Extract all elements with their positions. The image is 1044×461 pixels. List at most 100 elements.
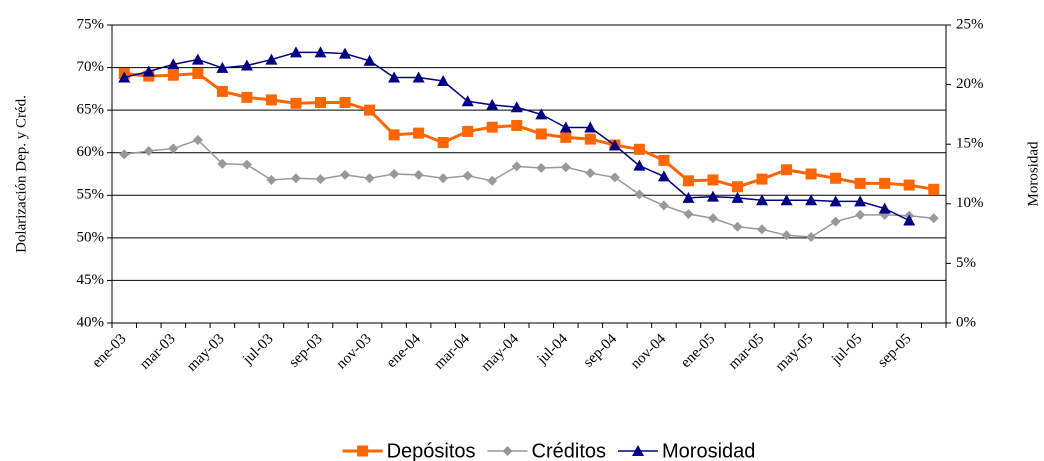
series-line (124, 71, 934, 191)
x-tick-label: ene-03 (89, 331, 129, 371)
marker (339, 96, 351, 108)
y2-tick-label: 25% (956, 16, 984, 32)
marker (241, 91, 253, 103)
marker (437, 75, 450, 87)
marker (486, 98, 499, 110)
x-tick-label: jul-05 (828, 331, 865, 368)
marker (560, 162, 571, 173)
marker (732, 181, 743, 193)
marker (854, 177, 866, 189)
marker (830, 172, 842, 184)
y2-tick-label: 5% (956, 255, 976, 271)
marker (216, 85, 228, 97)
marker (314, 46, 327, 58)
marker (707, 213, 718, 224)
marker (633, 143, 645, 155)
legend-label: Créditos (532, 440, 606, 461)
marker (143, 146, 154, 157)
marker (364, 104, 376, 116)
marker (732, 221, 743, 232)
y-tick-label: 70% (77, 59, 105, 75)
marker (756, 194, 769, 206)
marker (364, 173, 375, 184)
marker (830, 216, 841, 227)
x-tick-label: mar-03 (137, 331, 179, 373)
y-tick-label: 65% (77, 102, 105, 118)
marker (805, 168, 817, 180)
marker (559, 121, 572, 133)
marker (363, 54, 376, 66)
marker (438, 173, 449, 184)
x-tick-label: may-05 (773, 331, 817, 375)
marker (119, 149, 130, 160)
marker (928, 213, 939, 224)
marker (487, 175, 498, 186)
marker (633, 159, 646, 171)
x-tick-label: sep-04 (581, 331, 621, 371)
marker (413, 169, 424, 180)
x-tick-label: ene-05 (678, 331, 718, 371)
marker (511, 161, 522, 172)
marker (340, 169, 351, 180)
marker (265, 94, 277, 106)
marker (780, 194, 793, 206)
marker (535, 108, 548, 120)
marker (706, 190, 719, 202)
legend-item: Créditos (487, 440, 606, 461)
marker (781, 164, 793, 176)
marker (339, 47, 352, 59)
x-tick-label: may-03 (184, 331, 228, 375)
marker (289, 46, 302, 58)
marker (608, 139, 621, 151)
legend-item: Morosidad (618, 440, 755, 461)
marker (560, 131, 572, 143)
marker (510, 101, 523, 113)
y-tick-label: 45% (77, 272, 105, 288)
marker (535, 128, 547, 140)
marker (315, 96, 326, 108)
marker (781, 230, 792, 241)
marker (903, 214, 916, 226)
marker (388, 129, 400, 141)
y2-axis-label: Morosidad (1025, 141, 1041, 206)
marker (167, 58, 180, 70)
marker (290, 97, 302, 109)
marker (632, 445, 645, 456)
x-tick-label: mar-05 (726, 331, 768, 373)
marker (756, 173, 768, 185)
x-tick-label: jul-04 (534, 331, 572, 369)
marker (634, 189, 645, 200)
marker (462, 170, 473, 181)
marker (584, 121, 597, 133)
marker (167, 69, 179, 81)
marker (609, 172, 620, 183)
legend-label: Depósitos (387, 440, 476, 461)
x-tick-label: sep-03 (286, 331, 326, 371)
marker (240, 59, 253, 71)
marker (437, 136, 449, 148)
legend-item: Depósitos (342, 440, 476, 461)
marker (265, 53, 278, 65)
y-tick-label: 55% (77, 187, 105, 203)
x-tick-label: jul-03 (239, 331, 276, 368)
marker (168, 143, 179, 154)
marker (805, 194, 818, 206)
marker (357, 445, 369, 457)
x-tick-label: mar-04 (431, 331, 473, 373)
marker (461, 95, 474, 107)
marker (502, 446, 513, 456)
y2-tick-label: 15% (956, 136, 984, 152)
y-tick-label: 60% (77, 144, 105, 160)
marker (191, 53, 204, 65)
series-line (124, 139, 934, 238)
marker (806, 232, 817, 243)
marker (192, 134, 203, 145)
marker (829, 195, 842, 207)
marker (658, 154, 670, 166)
marker (682, 191, 695, 203)
x-tick-label: may-04 (478, 331, 522, 375)
marker (584, 133, 596, 145)
marker (879, 177, 891, 189)
marker (657, 170, 670, 182)
marker (707, 174, 719, 186)
